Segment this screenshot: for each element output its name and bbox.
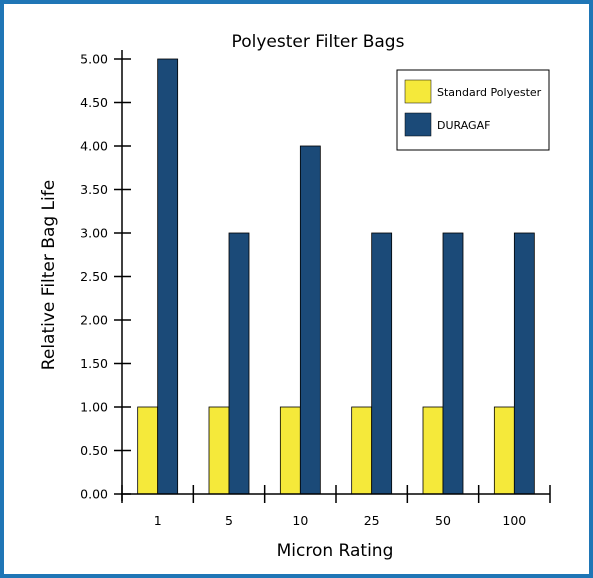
y-tick-label: 1.00 [80,400,108,415]
bar-standard-25 [351,406,373,495]
y-tick-label: 3.00 [80,226,108,241]
bar-standard-10 [279,406,301,495]
y-tick-label: 3.50 [80,182,108,197]
x-tick-label: 100 [502,513,526,528]
bar-duragaf-10 [299,145,321,495]
bars-layer [137,58,535,495]
y-axis-label: Relative Filter Bag Life [39,180,59,370]
bar-chart: Polyester Filter Bags Relative Filter Ba… [39,32,551,561]
x-tick-label: 10 [292,513,308,528]
bar-duragaf-5 [228,232,250,495]
legend-label-duragaf: DURAGAF [437,119,490,132]
y-tick-label: 0.50 [80,443,108,458]
chart-title: Polyester Filter Bags [232,32,405,52]
y-tick-label: 2.50 [80,269,108,284]
y-tick-label: 5.00 [80,52,108,67]
legend-swatch-standard [404,79,432,104]
y-ticks: 0.00 0.50 1.00 1.50 2.00 2.50 3.00 3.50 4.00 4.50… [80,52,131,502]
y-tick-label: 1.50 [80,356,108,371]
x-axis-label: Micron Rating [277,541,394,561]
legend: Standard Polyester DURAGAF [396,69,550,151]
y-tick-label: 4.50 [80,95,108,110]
x-tick-label: 25 [364,513,380,528]
legend-label-standard: Standard Polyester [437,86,542,99]
bar-duragaf-100 [513,232,535,495]
x-ticks: 1 5 10 25 50 100 [121,485,551,528]
bar-standard-5 [208,406,230,495]
bar-duragaf-25 [371,232,393,495]
y-tick-label: 4.00 [80,139,108,154]
x-tick-label: 50 [435,513,451,528]
y-tick-label: 2.00 [80,313,108,328]
bar-duragaf-1 [157,58,179,495]
y-tick-label: 0.00 [80,487,108,502]
x-tick-label: 5 [225,513,233,528]
bar-standard-100 [493,406,515,495]
legend-swatch-duragaf [404,112,432,137]
bar-standard-1 [137,406,159,495]
bar-duragaf-50 [442,232,464,495]
bar-standard-50 [422,406,444,495]
x-tick-label: 1 [154,513,162,528]
